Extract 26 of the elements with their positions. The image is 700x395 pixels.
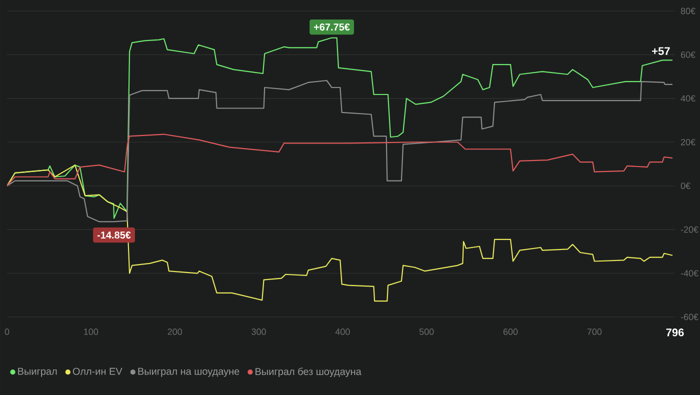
y-tick-label: 0€ bbox=[680, 182, 690, 190]
y-tick-label: -40€ bbox=[680, 270, 698, 276]
legend-label: Выиграл без шоудауна bbox=[256, 368, 362, 378]
x-tick-label: 600 bbox=[503, 328, 518, 335]
y-tick-label: 60€ bbox=[680, 52, 696, 58]
legend-label: Олл-ин EV bbox=[72, 368, 122, 375]
annotation: -14.85€ bbox=[97, 232, 131, 239]
x-tick-label: 0 bbox=[4, 328, 10, 335]
annotation: +57 bbox=[652, 47, 670, 55]
y-tick-label: 40€ bbox=[680, 95, 696, 102]
x-tick-label: 400 bbox=[335, 328, 350, 335]
legend-label: Выиграл bbox=[18, 368, 57, 377]
x-tick-label: 796 bbox=[666, 328, 684, 336]
x-tick-label: 700 bbox=[587, 328, 602, 335]
x-tick-label: 300 bbox=[252, 328, 266, 335]
x-tick-label: 200 bbox=[168, 328, 182, 335]
line-series bbox=[7, 80, 674, 222]
legend-label: Выиграл на шоудауне bbox=[138, 368, 240, 377]
x-tick-label: 500 bbox=[419, 328, 434, 335]
y-tick-label: -60€ bbox=[680, 314, 698, 320]
annotation: +67.75€ bbox=[314, 23, 350, 31]
y-tick-label: -20€ bbox=[680, 226, 698, 233]
x-tick-label: 100 bbox=[84, 328, 98, 335]
line-series bbox=[7, 164, 674, 302]
y-tick-label: 20€ bbox=[680, 138, 696, 146]
y-tick-label: 80€ bbox=[680, 8, 696, 14]
